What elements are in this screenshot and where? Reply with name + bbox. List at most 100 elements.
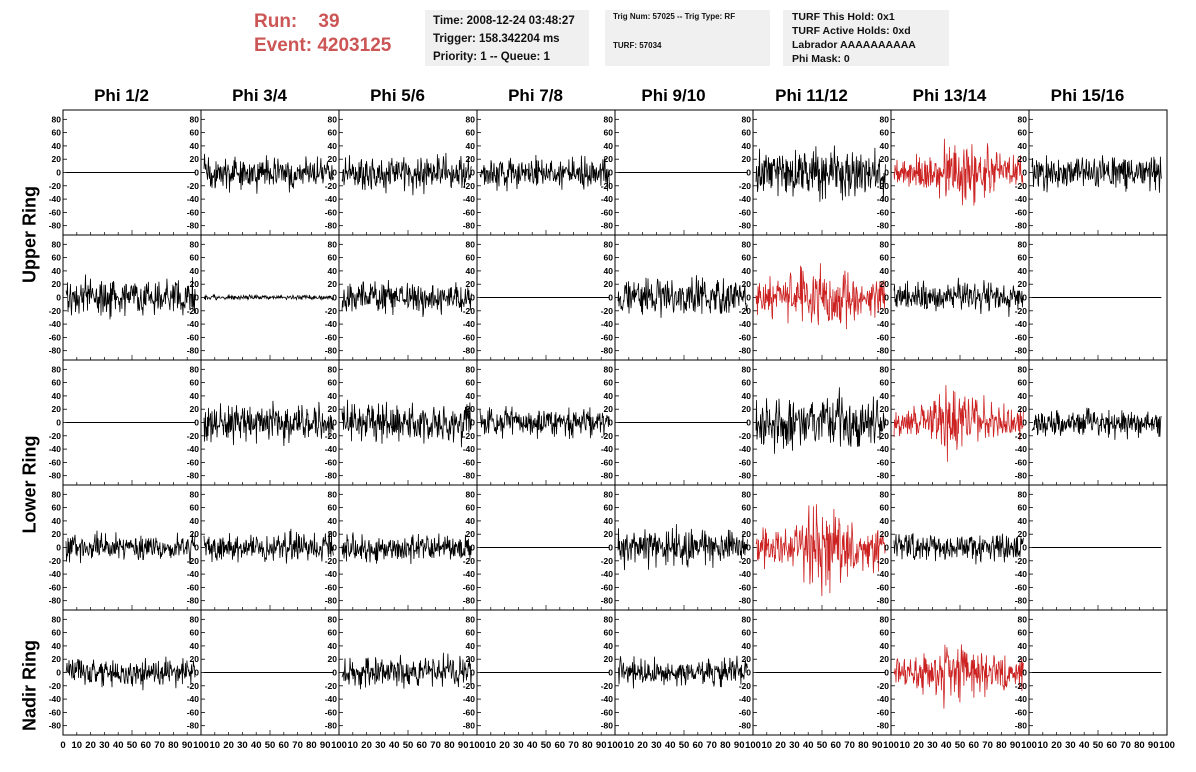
y-tick-label: 20 [328,529,338,539]
y-tick-label: 20 [190,654,200,664]
panel-r4-c3: -80 -60 -40 -20 0 20 40 60 80 [463,609,616,736]
y-tick-label: 60 [742,378,752,388]
x-tick-label: 100 [745,740,761,751]
y-tick-label: 60 [328,128,338,138]
y-tick-label: 80 [742,239,752,249]
y-tick-label: 80 [52,614,62,624]
x-tick-label: 10 [210,740,221,751]
y-tick-label: 40 [880,391,890,401]
y-tick-label: -80 [601,721,614,731]
y-tick-label: -80 [739,471,752,481]
panel-r4-c2: -80 -60 -40 -20 0 20 40 60 80 [325,609,478,736]
y-tick-label: 0 [194,168,199,178]
y-tick-label: 40 [190,516,200,526]
y-tick-label: 60 [466,628,476,638]
y-tick-label: 40 [1018,141,1028,151]
y-tick-label: 0 [608,168,613,178]
x-tick-label: 40 [113,740,124,751]
y-tick-label: 60 [1018,128,1028,138]
x-tick-label: 100 [469,740,485,751]
y-tick-label: 20 [52,279,62,289]
y-tick-label: -40 [187,319,200,329]
y-tick-label: 20 [742,404,752,414]
y-tick-label: -60 [1015,582,1028,592]
y-tick-label: -60 [49,207,62,217]
panel-r0-c4: -80 -60 -40 -20 0 20 40 60 80 [601,109,754,236]
y-tick-label: -40 [463,694,476,704]
y-tick-label: 60 [742,253,752,263]
y-tick-label: -40 [601,194,614,204]
y-tick-label: -20 [739,181,752,191]
triggered-waveform-line [893,385,1024,462]
y-tick-label: -40 [877,194,890,204]
y-tick-label: -20 [325,556,338,566]
panel-r0-c0: -80 -60 -40 -20 0 20 40 60 80 [49,109,202,236]
y-tick-label: -80 [463,471,476,481]
x-tick-label: 60 [1107,740,1118,751]
y-tick-label: 20 [604,154,614,164]
y-tick-label: -60 [739,207,752,217]
y-tick-label: -60 [463,582,476,592]
x-tick-label: 50 [403,740,414,751]
x-tick-label: 30 [651,740,662,751]
panel-r0-c2: -80 -60 -40 -20 0 20 40 60 80 [325,109,478,236]
y-tick-label: -40 [325,444,338,454]
y-tick-label: -40 [739,569,752,579]
phi-column-3-header: Phi 5/6 [370,86,425,105]
x-tick-label: 40 [251,740,262,751]
y-tick-label: 80 [466,489,476,499]
y-tick-label: 20 [1018,279,1028,289]
x-tick-label: 100 [331,740,347,751]
triggered-waveform-line [755,504,886,597]
y-tick-label: 0 [56,668,61,678]
y-tick-label: 80 [190,114,200,124]
y-tick-label: -80 [463,596,476,606]
y-tick-label: 40 [742,266,752,276]
y-tick-label: 60 [880,128,890,138]
y-tick-label: 60 [328,628,338,638]
y-tick-label: 20 [190,154,200,164]
x-tick-label: 10 [1038,740,1049,751]
y-tick-label: -80 [877,346,890,356]
y-tick-label: 0 [332,668,337,678]
y-tick-label: 60 [466,503,476,513]
y-tick-label: 20 [466,154,476,164]
y-tick-label: 40 [466,641,476,651]
x-tick-label: 90 [872,740,883,751]
y-tick-label: -80 [187,721,200,731]
panel-r3-c5: -80 -60 -40 -20 0 20 40 60 80 [739,484,892,611]
x-tick-label: 30 [375,740,386,751]
y-tick-label: 40 [466,266,476,276]
x-tick-label: 80 [582,740,593,751]
y-tick-label: 20 [52,154,62,164]
x-tick-label: 80 [168,740,179,751]
y-tick-label: -20 [463,431,476,441]
y-tick-label: 80 [52,114,62,124]
panel-r2-c0: -80 -60 -40 -20 0 20 40 60 80 [49,359,202,486]
y-tick-label: -20 [463,556,476,566]
y-tick-label: -40 [463,444,476,454]
x-tick-label: 50 [541,740,552,751]
y-tick-label: 20 [742,154,752,164]
triggered-waveform-line [893,644,1024,709]
y-tick-label: -40 [601,444,614,454]
y-tick-label: -40 [877,319,890,329]
x-tick-label: 50 [817,740,828,751]
run-event-label: Run: 39 Event: 4203125 [254,10,391,58]
y-tick-label: -60 [1015,457,1028,467]
x-tick-label: 40 [941,740,952,751]
y-tick-label: -60 [187,707,200,717]
y-tick-label: 40 [742,516,752,526]
panel-r2-c5: -80 -60 -40 -20 0 20 40 60 80 [739,359,892,486]
phi-column-4-header: Phi 7/8 [508,86,563,105]
y-tick-label: -40 [463,569,476,579]
y-tick-label: -60 [325,707,338,717]
y-tick-label: -40 [325,569,338,579]
y-tick-label: -80 [601,596,614,606]
y-tick-label: 40 [742,391,752,401]
y-tick-label: -40 [1015,694,1028,704]
y-tick-label: -80 [49,596,62,606]
phi-column-6-header: Phi 11/12 [775,86,848,105]
phi-column-5-header: Phi 9/10 [641,86,706,105]
y-tick-label: -20 [739,431,752,441]
